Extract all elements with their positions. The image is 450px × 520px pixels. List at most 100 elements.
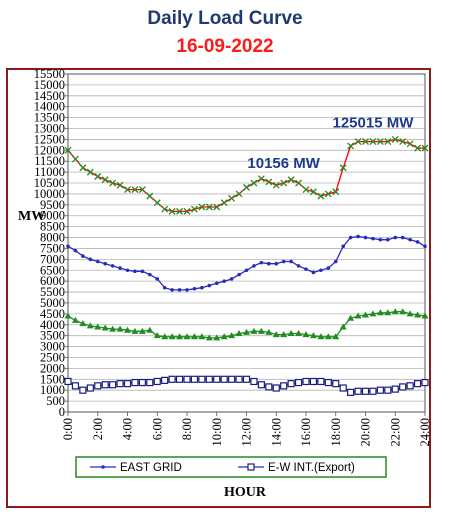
data-point-triangle — [205, 334, 213, 341]
data-point-dot — [296, 264, 301, 268]
data-point-x — [94, 173, 102, 180]
data-point-dot — [103, 261, 107, 266]
data-point-square — [302, 377, 310, 386]
data-point-x — [421, 144, 429, 152]
data-point-triangle — [243, 328, 250, 335]
data-point-x — [101, 176, 109, 184]
data-point-triangle — [94, 323, 102, 330]
data-point-x — [347, 142, 355, 150]
data-point-square — [79, 386, 87, 394]
x-tick-label: 2:00 — [91, 418, 105, 440]
y-tick-label: 11500 — [34, 154, 65, 168]
data-point-x — [265, 178, 273, 186]
data-point-triangle — [213, 334, 221, 341]
data-point-triangle — [384, 309, 392, 316]
data-point-dot — [252, 264, 256, 268]
data-point-square — [257, 381, 265, 389]
chart-date: 16-09-2022 — [176, 36, 274, 57]
data-point-x — [235, 190, 243, 198]
data-point-triangle — [295, 329, 303, 336]
data-point-dot — [101, 465, 105, 469]
chart-frame — [6, 68, 431, 508]
y-tick-label: 15000 — [34, 78, 65, 92]
data-point-square — [399, 383, 407, 391]
data-point-triangle — [332, 333, 340, 340]
data-point-square — [339, 384, 347, 392]
data-point-square — [317, 377, 325, 386]
y-tick-label: 12500 — [34, 132, 65, 146]
data-point-x — [332, 188, 340, 196]
data-point-x — [339, 164, 347, 172]
data-point-dot — [73, 248, 78, 253]
data-point-square — [369, 387, 377, 395]
data-point-triangle — [220, 333, 228, 340]
data-point-square — [86, 384, 94, 392]
data-point-x — [183, 207, 191, 215]
series-line-1 — [67, 235, 426, 291]
data-point-square — [294, 378, 303, 387]
data-point-dot — [400, 235, 405, 240]
data-point-dot — [133, 269, 137, 274]
data-point-x — [376, 138, 384, 146]
y-tick-label: 12000 — [34, 143, 65, 157]
data-point-dot — [319, 268, 323, 273]
data-point-x — [138, 186, 146, 194]
data-point-x — [146, 192, 154, 200]
x-tick-label: 0:00 — [61, 418, 75, 440]
data-point-square — [138, 378, 146, 387]
data-point-x — [391, 135, 399, 143]
data-point-x — [362, 138, 369, 146]
data-point-dot — [378, 237, 383, 242]
data-point-triangle — [317, 333, 325, 340]
y-tick-label: 6000 — [40, 274, 65, 288]
y-tick-label: 14000 — [34, 100, 65, 114]
data-point-square — [280, 382, 288, 390]
data-point-triangle — [250, 327, 258, 334]
y-tick-label: 14500 — [34, 89, 65, 103]
data-point-x — [280, 179, 288, 187]
data-point-dot — [326, 266, 331, 270]
y-tick-label: 7000 — [40, 252, 65, 266]
x-tick-label: 6:00 — [150, 418, 164, 440]
data-point-triangle — [168, 333, 176, 340]
data-point-x — [302, 186, 310, 194]
y-tick-label: 15500 — [34, 67, 65, 81]
data-point-dot — [311, 270, 316, 275]
data-point-square — [421, 378, 429, 387]
data-point-square — [161, 376, 169, 384]
data-point-x — [399, 138, 407, 146]
data-point-dot — [363, 235, 368, 240]
data-point-triangle — [347, 314, 355, 321]
data-point-dot — [274, 261, 279, 266]
data-point-dot — [415, 240, 420, 244]
data-point-x — [406, 140, 414, 148]
data-point-triangle — [116, 325, 124, 332]
data-point-square — [287, 380, 295, 388]
data-point-triangle — [235, 329, 243, 336]
data-point-triangle — [257, 327, 265, 334]
y-tick-label: 5500 — [40, 285, 65, 299]
x-tick-label: 18:00 — [329, 418, 343, 446]
data-point-dot — [356, 234, 360, 239]
data-point-triangle — [280, 331, 288, 338]
data-point-triangle — [101, 324, 109, 331]
data-point-dot — [393, 235, 398, 240]
data-point-square — [168, 375, 176, 383]
data-point-dot — [214, 281, 219, 286]
data-point-dot — [207, 283, 212, 288]
data-point-x — [384, 138, 392, 146]
data-point-x — [354, 138, 362, 146]
x-tick-label: 22:00 — [388, 418, 402, 446]
data-point-triangle — [161, 333, 169, 340]
data-point-square — [376, 386, 384, 394]
data-point-dot — [140, 269, 145, 274]
data-point-triangle — [406, 310, 414, 317]
data-point-x — [317, 192, 325, 200]
y-tick-label: 7500 — [40, 241, 65, 255]
data-point-dot — [222, 279, 226, 283]
x-tick-label: 16:00 — [299, 418, 313, 446]
data-point-triangle — [324, 333, 332, 340]
data-point-triangle — [399, 308, 407, 315]
data-point-dot — [371, 236, 375, 241]
data-point-dot — [386, 237, 390, 242]
